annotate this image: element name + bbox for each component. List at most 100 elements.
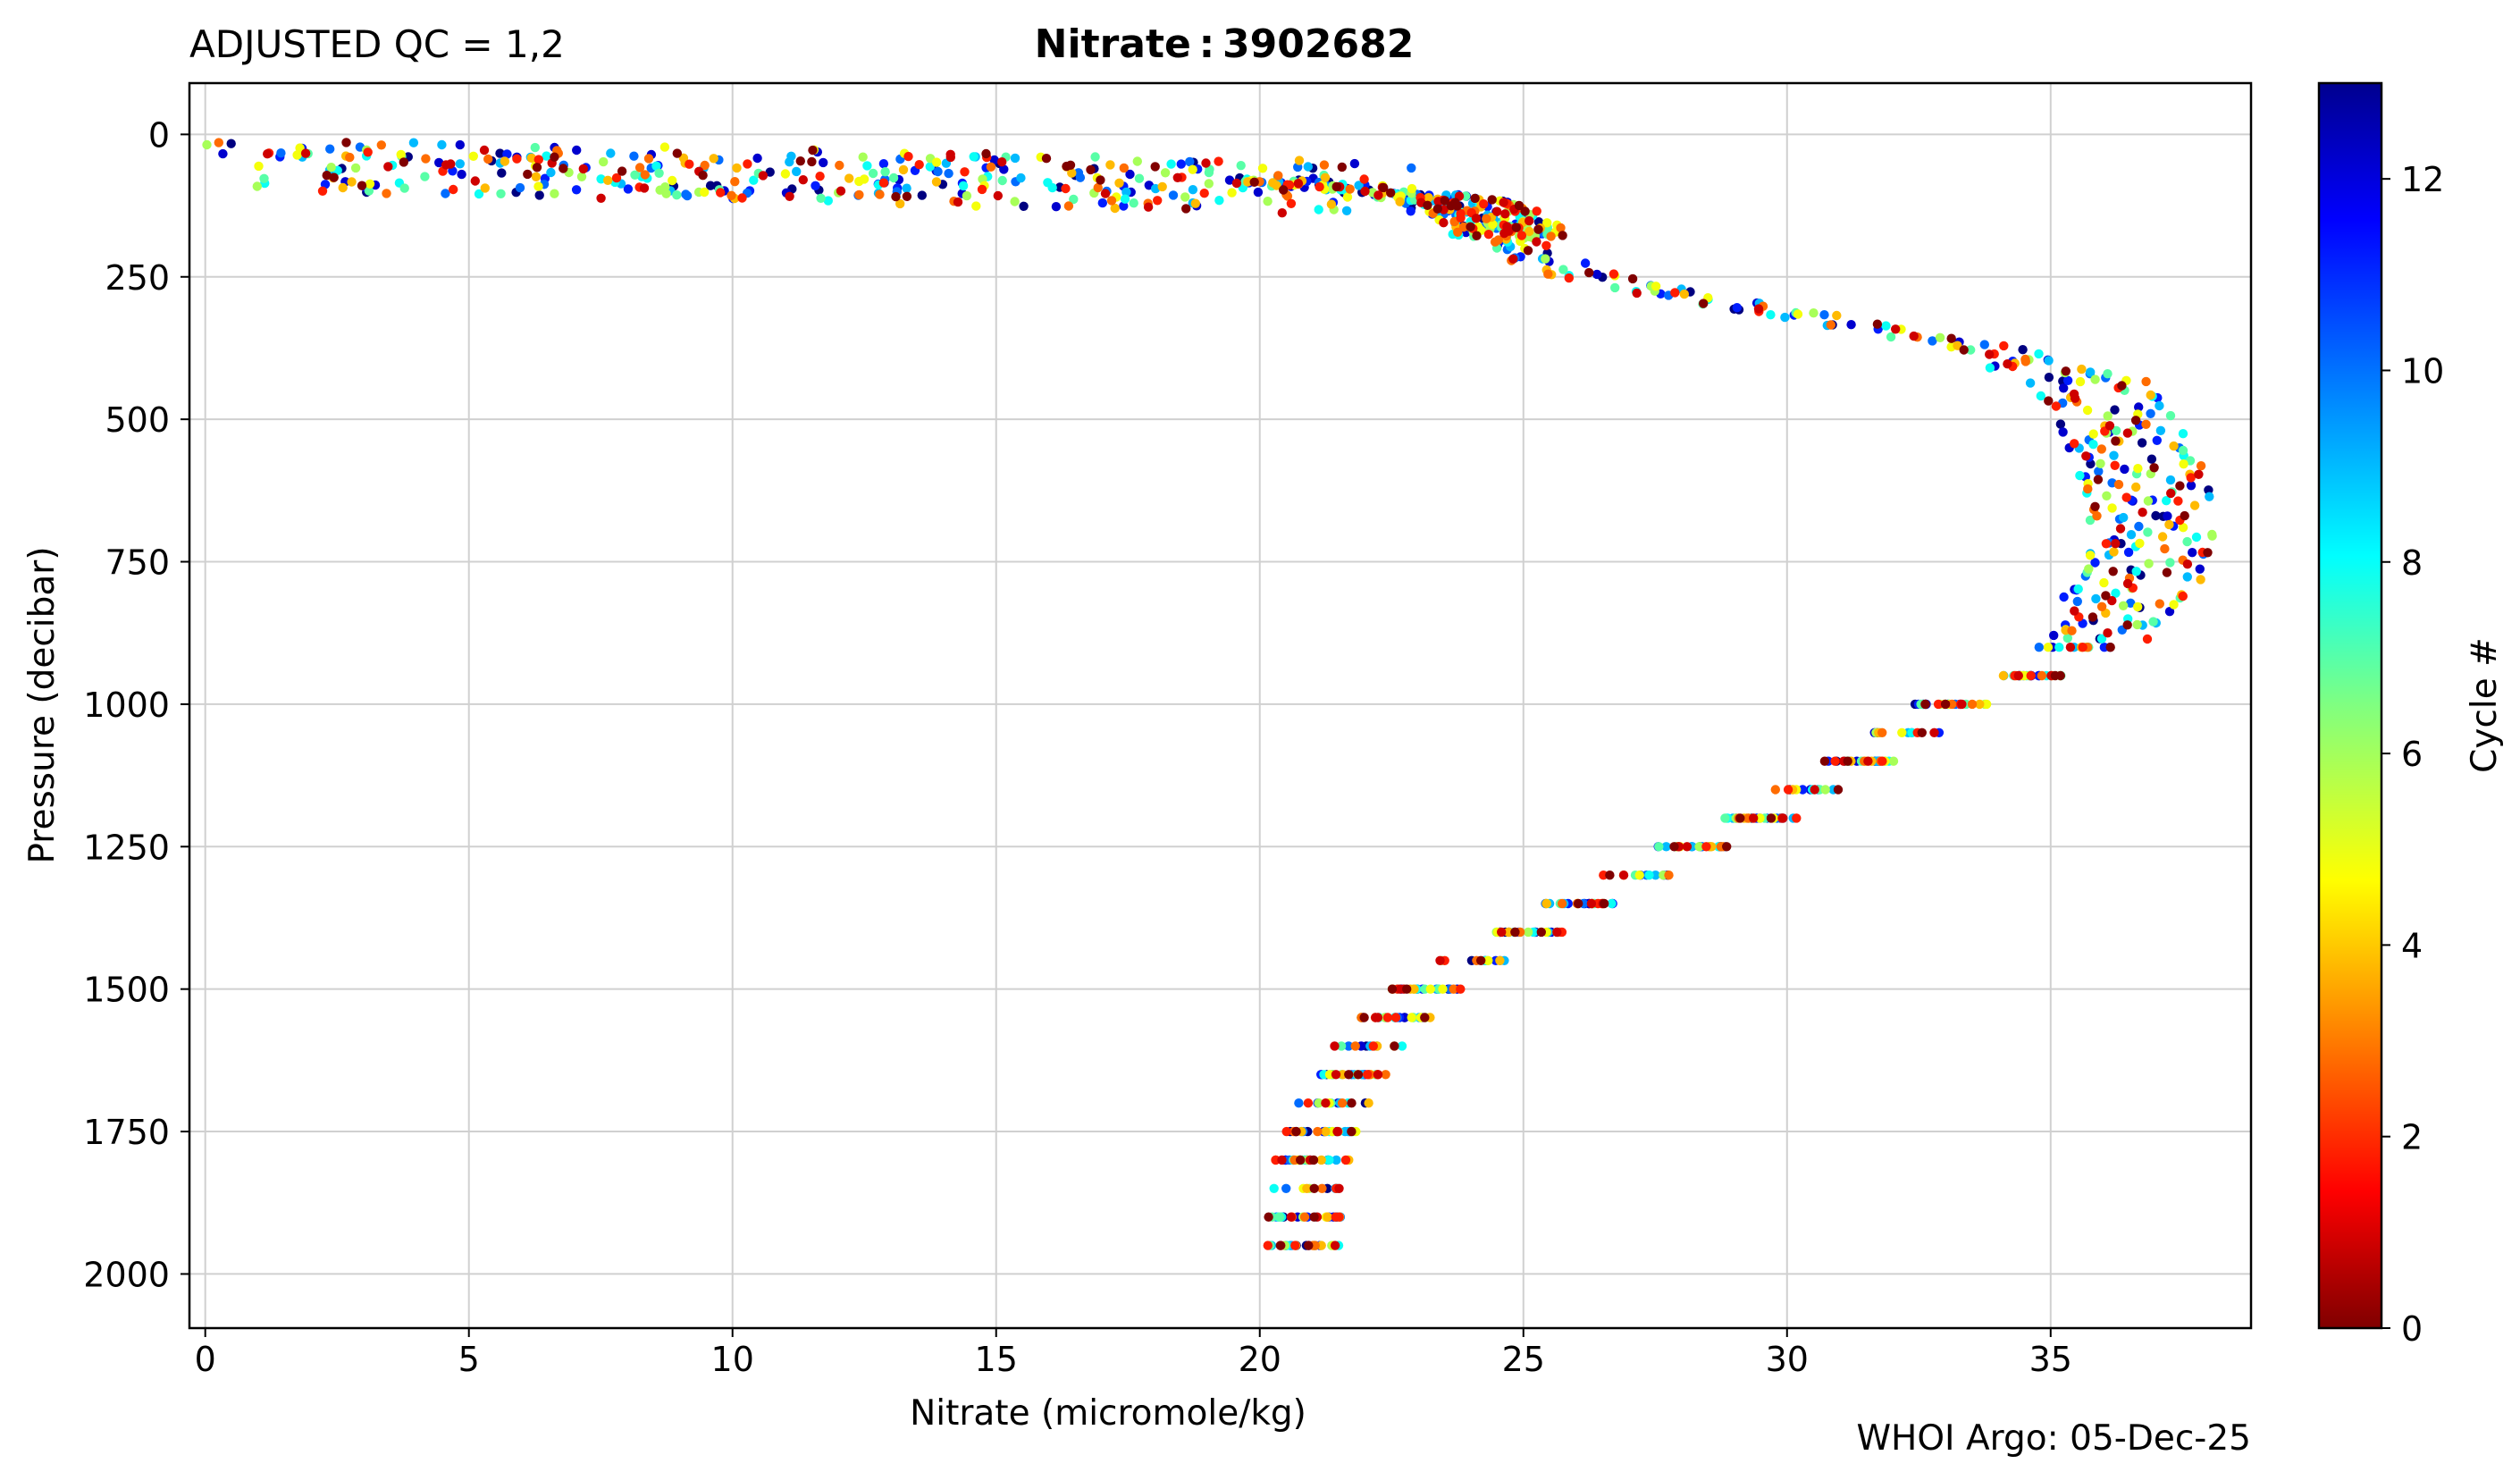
data-point xyxy=(2070,439,2079,449)
data-point xyxy=(1323,1212,1332,1222)
data-point xyxy=(226,139,236,148)
data-point xyxy=(1303,162,1314,172)
data-point xyxy=(1395,197,1405,206)
data-point xyxy=(2090,501,2100,511)
data-point xyxy=(1670,288,1680,298)
data-point xyxy=(2061,366,2071,376)
data-point xyxy=(1504,226,1514,236)
x-tick-label: 25 xyxy=(1502,1340,1545,1379)
data-point xyxy=(1439,218,1449,228)
y-tick-label: 500 xyxy=(105,400,170,440)
data-point xyxy=(338,182,348,193)
data-point xyxy=(526,153,536,163)
data-point xyxy=(1516,231,1527,240)
x-axis-label: Nitrate (micromole/kg) xyxy=(910,1393,1306,1434)
data-point xyxy=(1699,299,1709,308)
data-point xyxy=(1331,181,1341,192)
data-point xyxy=(2067,626,2077,635)
data-point xyxy=(1886,332,1896,342)
data-point xyxy=(903,151,913,162)
data-point xyxy=(1243,177,1253,187)
data-point xyxy=(530,142,540,153)
data-point xyxy=(1281,1183,1291,1194)
data-point xyxy=(1153,196,1163,206)
data-point xyxy=(1275,1241,1286,1250)
data-point xyxy=(1654,842,1664,852)
data-point xyxy=(1294,156,1305,165)
data-point xyxy=(2135,538,2145,549)
data-point xyxy=(326,163,336,172)
data-point xyxy=(2166,488,2176,499)
data-point xyxy=(917,190,928,200)
data-point xyxy=(2110,405,2120,415)
data-point xyxy=(1661,842,1671,852)
data-point xyxy=(1051,202,1062,212)
data-point xyxy=(1694,842,1704,852)
data-point xyxy=(2196,461,2206,471)
x-tick-label: 30 xyxy=(1766,1340,1809,1379)
data-point xyxy=(1888,756,1899,766)
data-point xyxy=(986,162,996,172)
data-point xyxy=(341,138,351,147)
data-point xyxy=(376,140,386,150)
data-point xyxy=(2101,591,2111,601)
data-point xyxy=(888,172,899,183)
data-point xyxy=(2096,634,2107,643)
data-point xyxy=(437,139,447,150)
data-point xyxy=(1407,183,1417,194)
data-point xyxy=(2175,481,2185,491)
data-point xyxy=(792,166,802,177)
data-point xyxy=(2101,539,2112,549)
data-point xyxy=(2134,402,2144,412)
data-point xyxy=(1985,363,1995,373)
data-point xyxy=(1470,193,1480,204)
data-point xyxy=(1472,231,1482,240)
data-point xyxy=(1336,1041,1347,1051)
data-point xyxy=(606,148,616,158)
data-point xyxy=(1466,222,1475,231)
data-point xyxy=(969,152,979,162)
data-point xyxy=(1253,187,1264,198)
y-axis-label: Pressure (decibar) xyxy=(22,546,63,863)
data-point xyxy=(639,183,650,193)
data-point xyxy=(2109,547,2119,557)
data-point xyxy=(1499,198,1508,207)
data-point xyxy=(1296,1155,1306,1165)
data-point xyxy=(1541,240,1551,250)
data-point xyxy=(2059,383,2069,393)
data-point xyxy=(2148,617,2158,627)
data-point xyxy=(1679,289,1690,299)
data-point xyxy=(347,177,357,187)
data-point xyxy=(1998,670,2009,681)
data-point xyxy=(1557,898,1567,909)
data-point xyxy=(2111,425,2121,435)
data-point xyxy=(1097,198,1108,208)
data-point xyxy=(880,167,890,177)
plot-frame xyxy=(188,81,2253,1330)
data-point xyxy=(550,152,559,162)
data-point xyxy=(931,157,942,167)
data-point xyxy=(2082,405,2093,416)
data-point xyxy=(2103,411,2113,421)
data-point xyxy=(1096,175,1105,185)
data-point xyxy=(2058,427,2068,437)
data-point xyxy=(1495,955,1505,966)
y-axis: 0 250 500 750 1000 1250 1500 1750 2000 xyxy=(83,115,189,1294)
data-point xyxy=(1065,160,1076,170)
data-point xyxy=(1877,728,1887,737)
data-point xyxy=(2189,500,2200,510)
data-point xyxy=(727,190,736,200)
data-point xyxy=(1770,785,1781,795)
data-point xyxy=(2195,564,2205,574)
data-point xyxy=(259,173,269,183)
data-point xyxy=(811,181,820,190)
data-point xyxy=(2162,568,2172,577)
data-point xyxy=(2085,515,2096,526)
data-point xyxy=(1959,345,1969,355)
data-point xyxy=(2179,459,2188,469)
data-point xyxy=(2078,643,2087,652)
data-point xyxy=(1382,1013,1393,1022)
data-point xyxy=(2034,643,2044,652)
data-point xyxy=(1324,1155,1334,1165)
